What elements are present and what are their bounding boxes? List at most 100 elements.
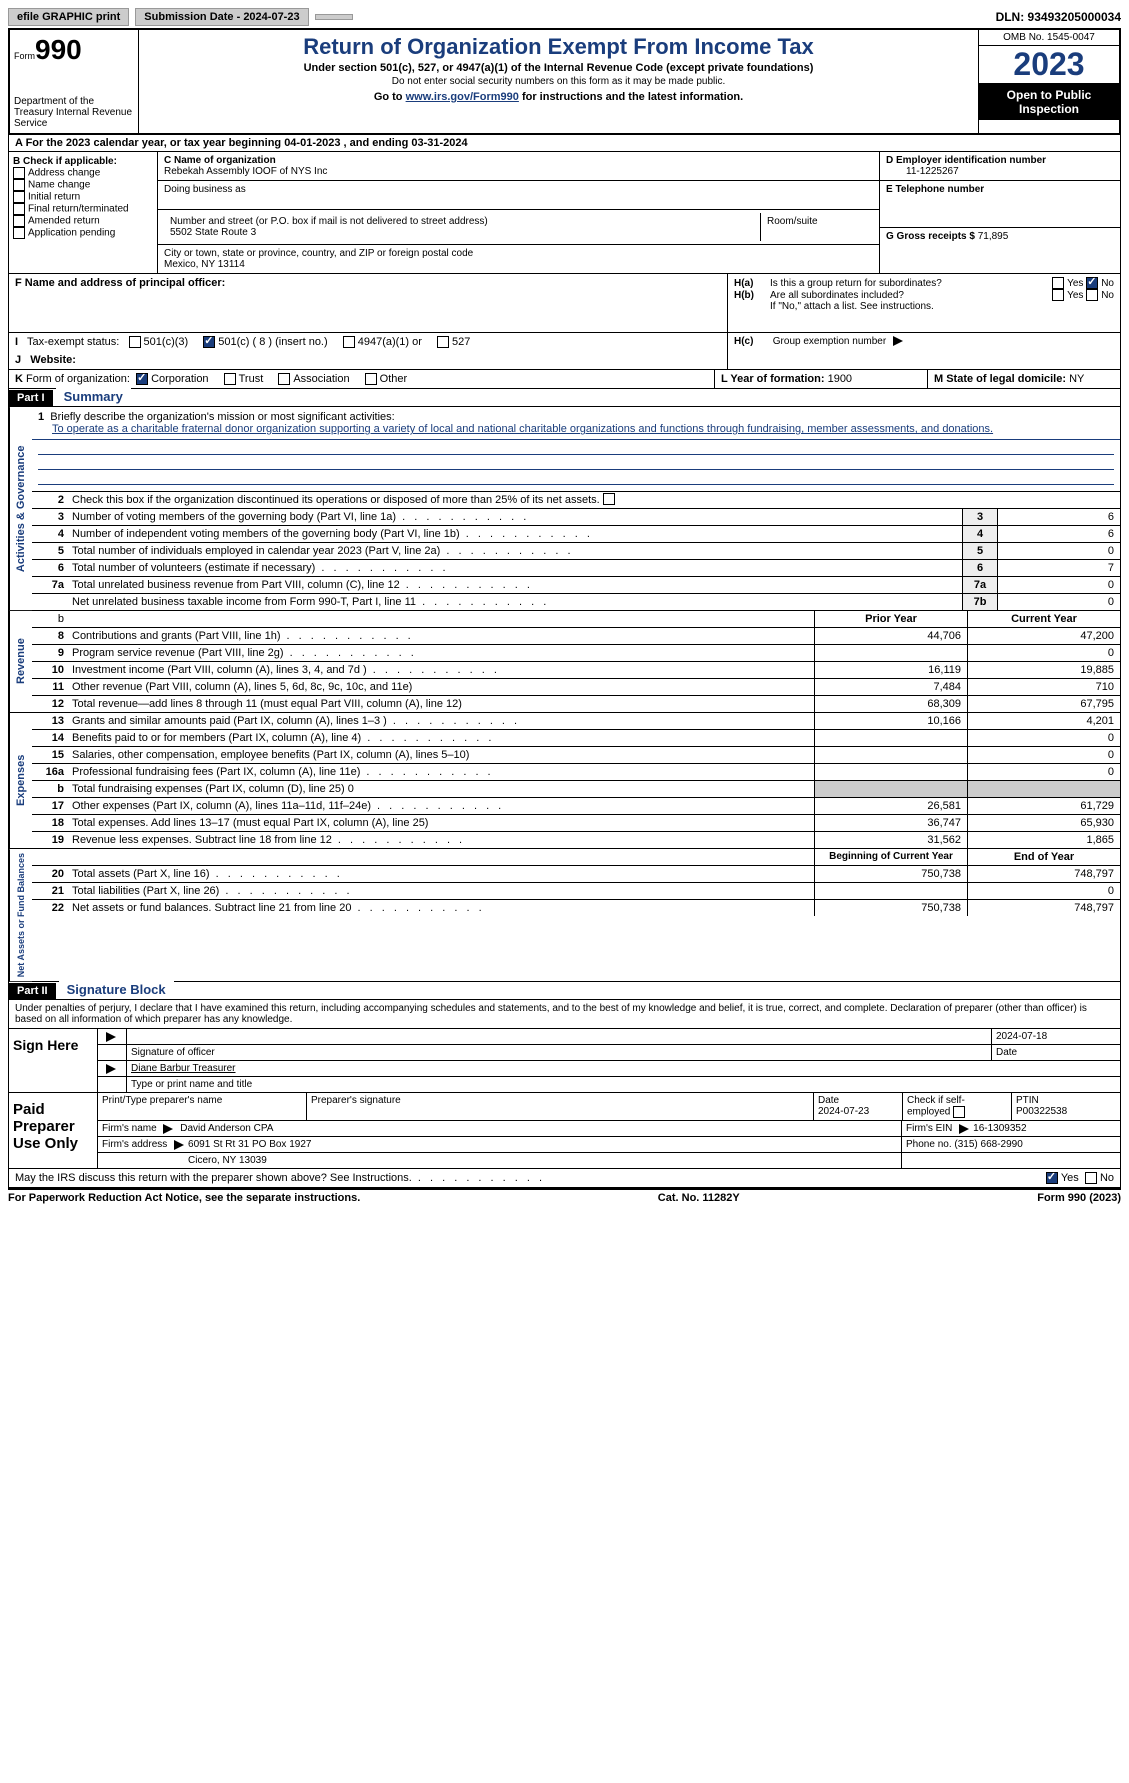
ha-label: H(a) xyxy=(734,278,770,289)
city: Mexico, NY 13114 xyxy=(164,259,873,270)
discuss-no-chk[interactable] xyxy=(1085,1172,1097,1184)
c20: 748,797 xyxy=(967,866,1120,882)
arrow-icon xyxy=(893,336,903,346)
chk-final[interactable] xyxy=(13,203,25,215)
lbl-amended: Amended return xyxy=(28,216,100,227)
goto-suffix: for instructions and the latest informat… xyxy=(519,91,743,103)
h-begin: Beginning of Current Year xyxy=(814,849,967,865)
chk-501c[interactable] xyxy=(203,336,215,348)
chk-name[interactable] xyxy=(13,179,25,191)
inspection-badge: Open to Public Inspection xyxy=(979,84,1119,120)
l4-text: Number of independent voting members of … xyxy=(68,526,962,542)
l5-text: Total number of individuals employed in … xyxy=(68,543,962,559)
type-name-label: Type or print name and title xyxy=(127,1077,1120,1092)
l16b: Total fundraising expenses (Part IX, col… xyxy=(68,781,814,797)
chk-assoc[interactable] xyxy=(278,373,290,385)
p14 xyxy=(814,730,967,746)
tax-year: 2023 xyxy=(979,46,1119,84)
l3-text: Number of voting members of the governin… xyxy=(68,509,962,525)
chk-amended[interactable] xyxy=(13,215,25,227)
hb-yes-chk[interactable] xyxy=(1052,289,1064,301)
column-c: C Name of organization Rebekah Assembly … xyxy=(158,152,879,273)
chk-501c3[interactable] xyxy=(129,336,141,348)
lbl-name: Name change xyxy=(28,180,90,191)
l14: Benefits paid to or for members (Part IX… xyxy=(68,730,814,746)
blank-button[interactable] xyxy=(315,14,353,20)
v6: 7 xyxy=(997,560,1120,576)
lbl-corp: Corporation xyxy=(151,373,208,385)
chk-other[interactable] xyxy=(365,373,377,385)
firm-name-label: Firm's name xyxy=(102,1123,157,1134)
sig-date: 2024-07-18 xyxy=(992,1029,1120,1044)
discuss-yes-chk[interactable] xyxy=(1046,1172,1058,1184)
arrow-icon xyxy=(959,1124,969,1134)
v7a: 0 xyxy=(997,577,1120,593)
lbl-501c3: 501(c)(3) xyxy=(144,336,189,348)
hb-note: If "No," attach a list. See instructions… xyxy=(734,301,1114,312)
chk-self[interactable] xyxy=(953,1106,965,1118)
c22: 748,797 xyxy=(967,900,1120,916)
lbl-pending: Application pending xyxy=(28,228,115,239)
c9: 0 xyxy=(967,645,1120,661)
c11: 710 xyxy=(967,679,1120,695)
firm-addr1: 6091 St Rt 31 PO Box 1927 xyxy=(188,1139,311,1150)
v5: 0 xyxy=(997,543,1120,559)
org-name: Rebekah Assembly IOOF of NYS Inc xyxy=(164,166,873,177)
ha-no-chk[interactable] xyxy=(1086,277,1098,289)
chk-corp[interactable] xyxy=(136,373,148,385)
l16a: Professional fundraising fees (Part IX, … xyxy=(68,764,814,780)
part1-badge: Part I xyxy=(9,390,53,406)
gross-value: 71,895 xyxy=(978,231,1009,242)
hc-text: Group exemption number xyxy=(773,336,886,347)
chk-initial[interactable] xyxy=(13,191,25,203)
p10: 16,119 xyxy=(814,662,967,678)
form-number: 990 xyxy=(35,34,82,65)
sig-officer-label: Signature of officer xyxy=(127,1045,992,1060)
ha-yes-chk[interactable] xyxy=(1052,277,1064,289)
goto-link[interactable]: www.irs.gov/Form990 xyxy=(406,91,519,103)
form-label: Form xyxy=(14,51,35,61)
lbl-initial: Initial return xyxy=(28,192,80,203)
p11: 7,484 xyxy=(814,679,967,695)
firm-ein: 16-1309352 xyxy=(973,1123,1026,1134)
l6-text: Total number of volunteers (estimate if … xyxy=(68,560,962,576)
c21: 0 xyxy=(967,883,1120,899)
chk-trust[interactable] xyxy=(224,373,236,385)
hc-label: H(c) xyxy=(734,336,770,347)
goto-line: Go to www.irs.gov/Form990 for instructio… xyxy=(143,91,974,103)
l-value: 1900 xyxy=(828,373,852,385)
c18: 65,930 xyxy=(967,815,1120,831)
hb-no-chk[interactable] xyxy=(1086,289,1098,301)
l13: Grants and similar amounts paid (Part IX… xyxy=(68,713,814,729)
chk-pending[interactable] xyxy=(13,227,25,239)
arrow-icon xyxy=(106,1032,116,1042)
submission-button[interactable]: Submission Date - 2024-07-23 xyxy=(135,8,308,26)
chk-4947[interactable] xyxy=(343,336,355,348)
l2-chk[interactable] xyxy=(603,493,615,505)
row-fh: F Name and address of principal officer:… xyxy=(8,274,1121,333)
row-ij: I Tax-exempt status: 501(c)(3) 501(c) ( … xyxy=(8,333,1121,370)
p15 xyxy=(814,747,967,763)
h-current: Current Year xyxy=(967,611,1120,627)
chk-address[interactable] xyxy=(13,167,25,179)
j-label: J xyxy=(15,354,21,366)
efile-button[interactable]: efile GRAPHIC print xyxy=(8,8,129,26)
c10: 19,885 xyxy=(967,662,1120,678)
l1-label: Briefly describe the organization's miss… xyxy=(50,411,394,423)
discuss-yes: Yes xyxy=(1061,1172,1079,1184)
ein-label: D Employer identification number xyxy=(886,155,1114,166)
p18: 36,747 xyxy=(814,815,967,831)
v7b: 0 xyxy=(997,594,1120,610)
h-prior: Prior Year xyxy=(814,611,967,627)
officer-label: F Name and address of principal officer: xyxy=(15,277,225,289)
chk-527[interactable] xyxy=(437,336,449,348)
sign-here-label: Sign Here xyxy=(9,1029,98,1092)
column-d: D Employer identification number 11-1225… xyxy=(879,152,1120,273)
l2-text: Check this box if the organization disco… xyxy=(72,494,600,506)
lbl-other: Other xyxy=(380,373,408,385)
paid-label: Paid Preparer Use Only xyxy=(9,1093,98,1168)
part2-title: Signature Block xyxy=(59,980,174,999)
dln-text: DLN: 93493205000034 xyxy=(996,10,1121,24)
section-revenue: Revenue b Prior Year Current Year 8Contr… xyxy=(8,611,1121,713)
row-a-taxyear: A For the 2023 calendar year, or tax yea… xyxy=(8,135,1121,152)
